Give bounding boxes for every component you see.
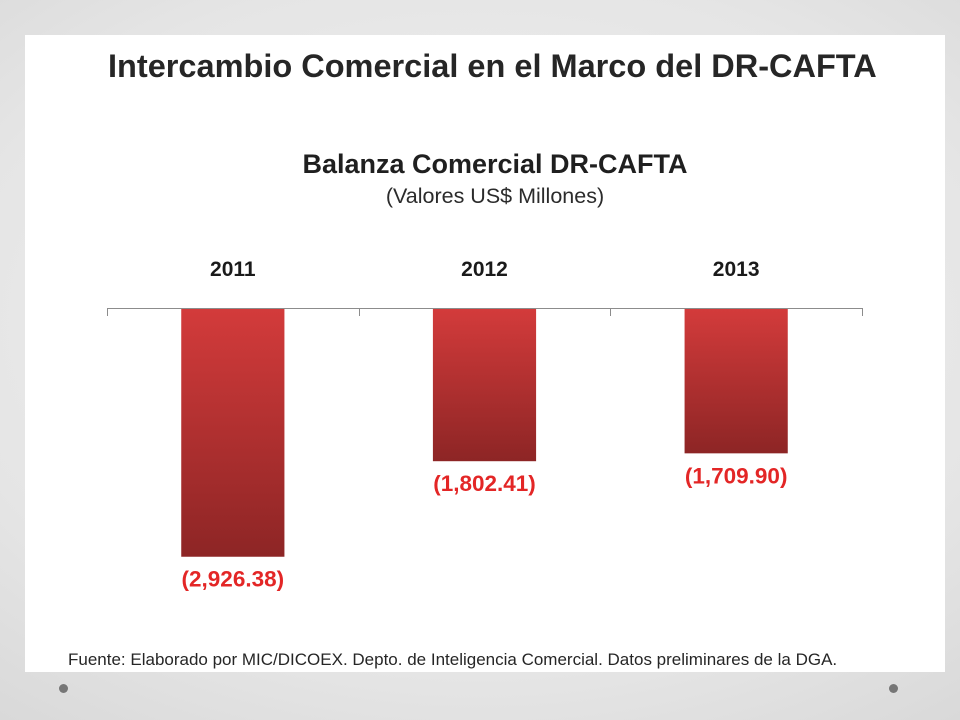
category-labels: 2011 2012 2013 — [210, 258, 759, 281]
chart-title: Balanza Comercial DR-CAFTA — [302, 149, 688, 179]
bar — [684, 309, 788, 454]
bar — [181, 309, 285, 557]
bars — [181, 309, 788, 557]
source-note: Fuente: Elaborado por MIC/DICOEX. Depto.… — [68, 650, 838, 669]
chart-subtitle: (Valores US$ Millones) — [385, 184, 605, 208]
category-label: 2013 — [713, 258, 760, 281]
slide-decoration-dot-left — [59, 684, 68, 693]
data-labels: (2,926.38) (1,802.41) (1,709.90) — [182, 463, 788, 591]
trade-balance-bar-chart: 2011 2012 2013 (2,926.38) (1,802.41) (1,709.… — [107, 258, 863, 592]
bar — [432, 309, 537, 462]
category-label: 2012 — [461, 258, 508, 281]
slide-decoration-dot-right — [889, 684, 898, 693]
data-label: (1,709.90) — [685, 463, 788, 488]
data-label: (1,802.41) — [433, 471, 536, 496]
data-label: (2,926.38) — [182, 567, 285, 592]
slide-title: Intercambio Comercial en el Marco del DR… — [108, 48, 877, 84]
category-label: 2011 — [210, 258, 256, 281]
axis-ticks — [107, 308, 863, 316]
